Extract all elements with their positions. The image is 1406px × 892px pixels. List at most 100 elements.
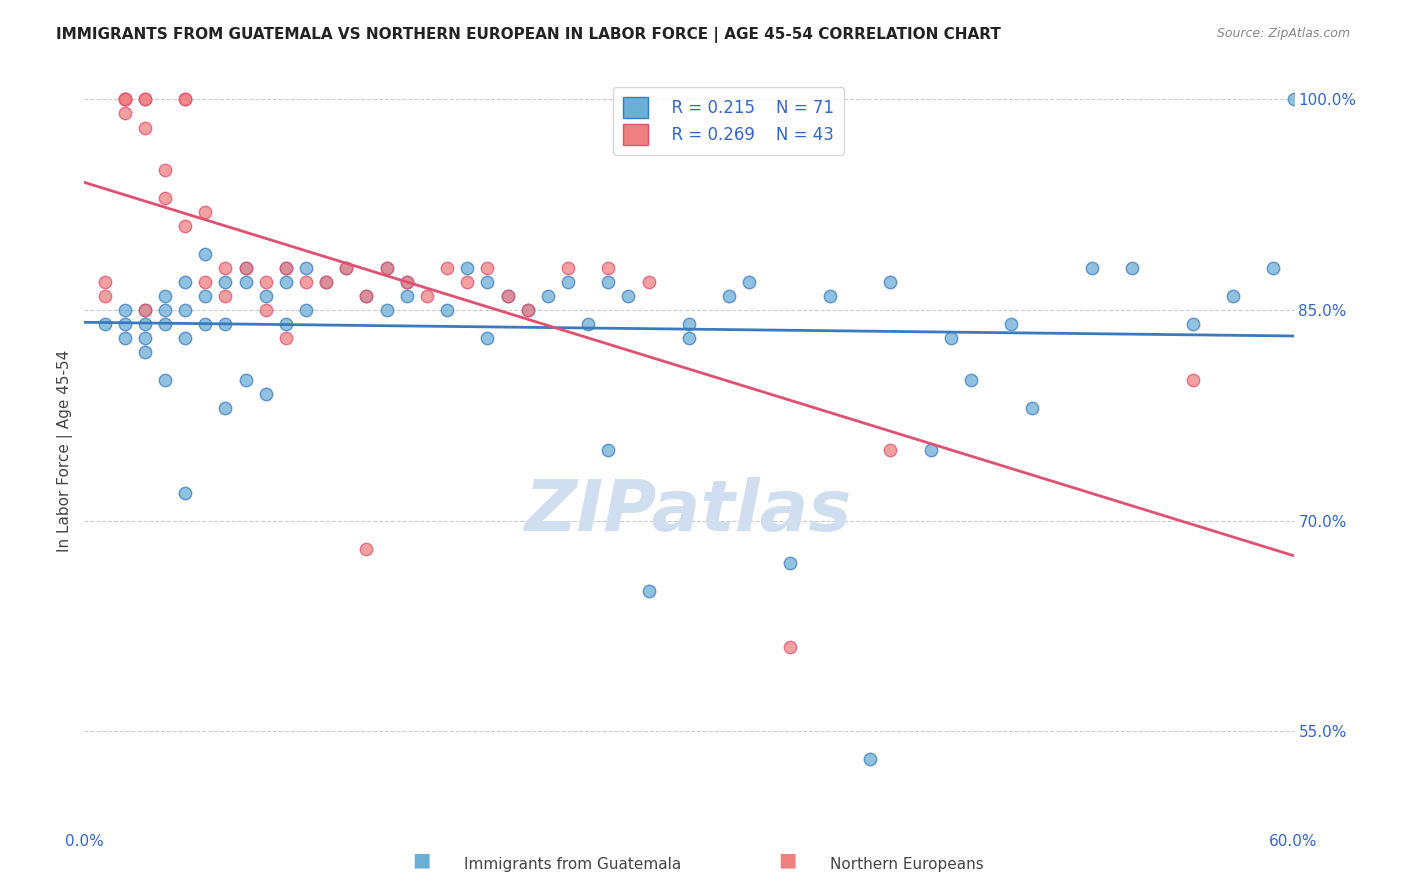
Point	[516, 303, 538, 318]
Point	[496, 289, 519, 303]
Point	[1181, 317, 1204, 331]
Point	[235, 275, 257, 289]
Point	[134, 303, 156, 318]
Point	[1121, 260, 1143, 275]
Point	[214, 260, 236, 275]
Point	[235, 260, 257, 275]
Point	[153, 191, 176, 205]
Point	[274, 331, 297, 345]
Point	[315, 275, 337, 289]
Point	[254, 275, 277, 289]
Point	[678, 317, 700, 331]
Point	[537, 289, 560, 303]
Point	[477, 275, 499, 289]
Point	[598, 275, 620, 289]
Point	[93, 317, 115, 331]
Point	[477, 331, 499, 345]
Point	[477, 260, 499, 275]
Point	[174, 303, 197, 318]
Text: Source: ZipAtlas.com: Source: ZipAtlas.com	[1216, 27, 1350, 40]
Point	[214, 289, 236, 303]
Point	[134, 345, 156, 359]
Point	[254, 303, 277, 318]
Point	[114, 92, 136, 106]
Point	[194, 204, 217, 219]
Point	[93, 275, 115, 289]
Point	[134, 331, 156, 345]
Point	[194, 275, 217, 289]
Point	[174, 485, 197, 500]
Point	[456, 275, 478, 289]
Point	[576, 317, 599, 331]
Point	[114, 92, 136, 106]
Point	[153, 373, 176, 387]
Point	[235, 260, 257, 275]
Point	[134, 120, 156, 135]
Point	[678, 331, 700, 345]
Point	[274, 317, 297, 331]
Point	[637, 583, 659, 598]
Y-axis label: In Labor Force | Age 45-54: In Labor Force | Age 45-54	[58, 350, 73, 551]
Point	[134, 317, 156, 331]
Point	[598, 260, 620, 275]
Point	[395, 275, 418, 289]
Point	[114, 106, 136, 120]
Point	[174, 92, 197, 106]
Point	[395, 289, 418, 303]
Point	[718, 289, 741, 303]
Point	[1081, 260, 1104, 275]
Point	[617, 289, 640, 303]
Point	[295, 260, 318, 275]
Point	[315, 275, 337, 289]
Legend:   R = 0.215    N = 71,   R = 0.269    N = 43: R = 0.215 N = 71, R = 0.269 N = 43	[613, 87, 844, 154]
Point	[818, 289, 841, 303]
Point	[93, 289, 115, 303]
Point	[254, 387, 277, 401]
Point	[456, 260, 478, 275]
Point	[1000, 317, 1022, 331]
Text: Immigrants from Guatemala: Immigrants from Guatemala	[464, 857, 682, 872]
Point	[235, 373, 257, 387]
Point	[779, 556, 801, 570]
Point	[738, 275, 761, 289]
Point	[214, 275, 236, 289]
Point	[375, 303, 398, 318]
Point	[859, 752, 882, 766]
Point	[1222, 289, 1244, 303]
Point	[114, 92, 136, 106]
Point	[436, 303, 458, 318]
Text: ■: ■	[778, 851, 797, 870]
Point	[1282, 92, 1305, 106]
Text: IMMIGRANTS FROM GUATEMALA VS NORTHERN EUROPEAN IN LABOR FORCE | AGE 45-54 CORREL: IMMIGRANTS FROM GUATEMALA VS NORTHERN EU…	[56, 27, 1001, 43]
Point	[416, 289, 439, 303]
Point	[436, 260, 458, 275]
Point	[153, 289, 176, 303]
Point	[274, 260, 297, 275]
Point	[134, 303, 156, 318]
Point	[214, 401, 236, 416]
Point	[557, 260, 579, 275]
Point	[557, 275, 579, 289]
Point	[174, 92, 197, 106]
Point	[194, 289, 217, 303]
Point	[274, 275, 297, 289]
Point	[395, 275, 418, 289]
Point	[375, 260, 398, 275]
Point	[960, 373, 983, 387]
Point	[174, 275, 197, 289]
Point	[295, 275, 318, 289]
Text: Northern Europeans: Northern Europeans	[830, 857, 983, 872]
Point	[920, 443, 942, 458]
Point	[1181, 373, 1204, 387]
Point	[939, 331, 962, 345]
Point	[879, 275, 901, 289]
Point	[375, 260, 398, 275]
Point	[114, 317, 136, 331]
Point	[153, 303, 176, 318]
Point	[194, 317, 217, 331]
Point	[779, 640, 801, 654]
Point	[637, 275, 659, 289]
Point	[1021, 401, 1043, 416]
Point	[356, 289, 378, 303]
Point	[274, 260, 297, 275]
